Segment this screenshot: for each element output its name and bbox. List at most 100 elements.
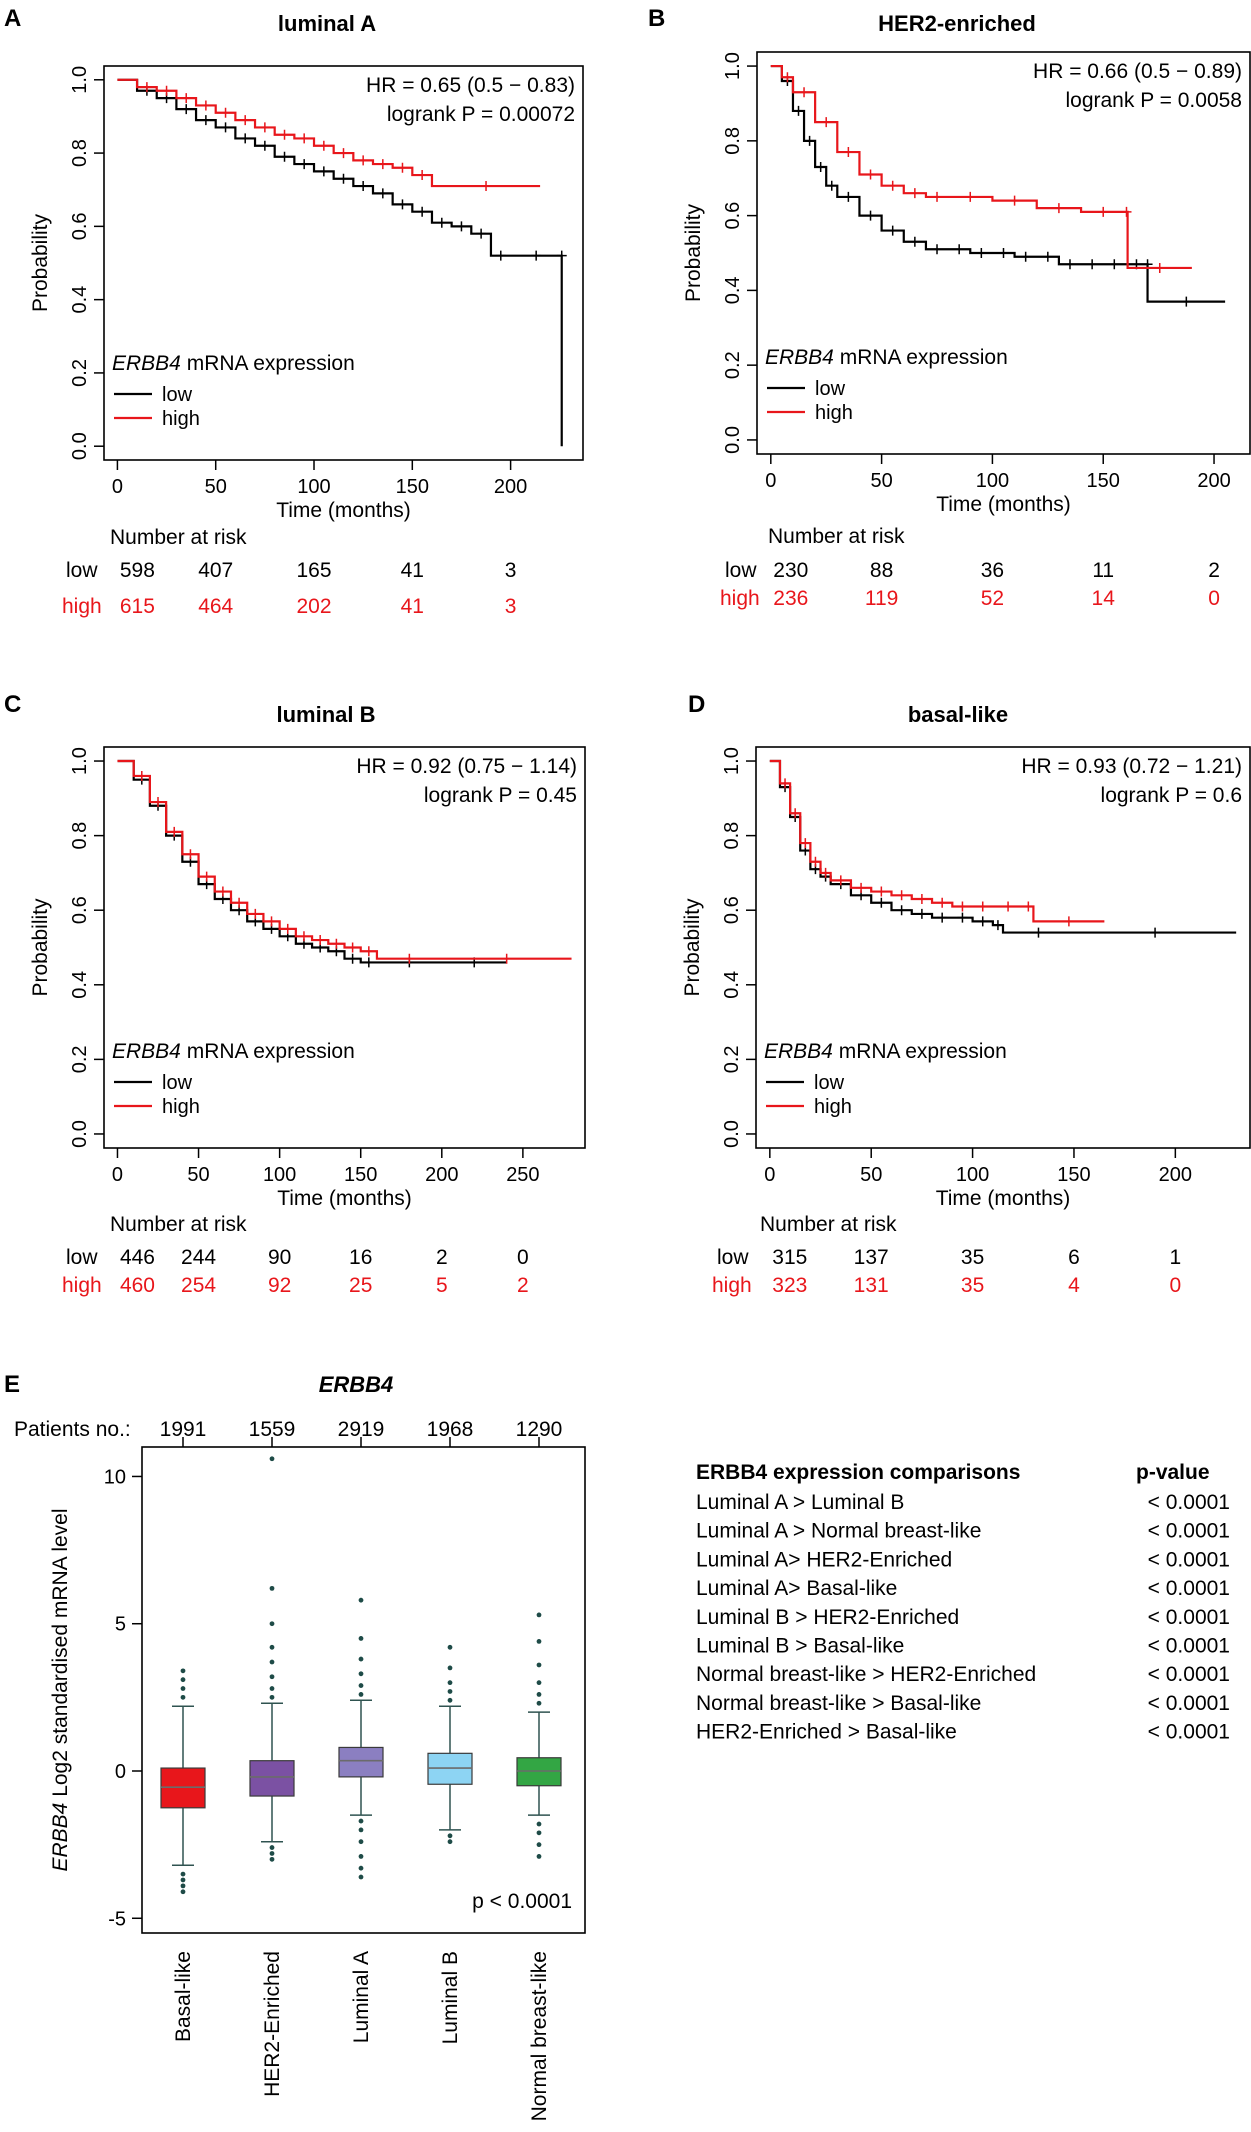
outlier-point (358, 1818, 364, 1824)
panel-letter: B (648, 5, 665, 32)
y-tick-label: 0.2 (69, 359, 91, 387)
censor-mark (804, 135, 815, 146)
x-tick-label: 200 (1159, 1164, 1192, 1186)
censor-mark (998, 248, 1009, 258)
risk-low-value: 36 (981, 559, 1004, 582)
x-tick-label: 200 (1197, 470, 1230, 492)
risk-low-value: 3 (505, 559, 517, 582)
legend-high: high (162, 1096, 200, 1118)
plot-frame (756, 51, 1251, 455)
x-tick-label: 50 (860, 1164, 882, 1186)
outlier-point (447, 1665, 453, 1671)
censor-mark (954, 244, 965, 255)
comparison-row: Luminal A > Luminal B < 0.0001 (696, 1491, 1230, 1514)
censor-mark (896, 905, 907, 916)
outlier-point (358, 1671, 364, 1677)
y-label-gene: ERBB4 (49, 1803, 72, 1872)
plot-frame (141, 1446, 586, 1934)
risk-high-value: 119 (865, 587, 898, 610)
censor-mark (1020, 251, 1031, 262)
censor-mark (153, 797, 164, 808)
censor-mark (299, 159, 310, 170)
outlier-point (269, 1659, 275, 1665)
censor-mark (279, 151, 290, 162)
censor-mark (495, 250, 506, 261)
chart-title: luminal B (276, 702, 375, 727)
y-tick-label: 0.4 (69, 286, 91, 314)
censor-mark (1063, 916, 1074, 927)
x-tick-label: 100 (956, 1164, 989, 1186)
x-tick-label: 0 (764, 1164, 775, 1186)
legend-low: low (815, 378, 846, 400)
censor-mark (1181, 296, 1192, 307)
hr-annotation: HR = 0.92 (0.75 − 1.14) (356, 755, 577, 778)
legend-high: high (162, 408, 200, 430)
y-tick-label: 0.4 (721, 971, 743, 999)
censor-mark (377, 188, 388, 199)
legend-title-rest: mRNA expression (181, 1040, 355, 1063)
x-tick-label: 100 (263, 1164, 296, 1186)
y-axis-label: Probability (682, 203, 705, 302)
outlier-point (447, 1839, 453, 1845)
outlier-point (536, 1662, 542, 1668)
risk-high-value: 0 (1208, 587, 1220, 610)
outlier-point (269, 1845, 275, 1850)
risk-table-title: Number at risk (110, 526, 247, 549)
legend-gene: ERBB4 (112, 352, 181, 375)
y-tick-label: 1.0 (69, 747, 91, 775)
censor-mark (200, 115, 211, 126)
comparison-p-value: < 0.0001 (1148, 1663, 1230, 1686)
risk-high-value: 14 (1092, 587, 1116, 610)
risk-low-value: 0 (517, 1246, 529, 1269)
outlier-point (447, 1644, 453, 1650)
risk-row-low-label: low (66, 1246, 98, 1269)
risk-low-value: 41 (401, 559, 424, 582)
risk-row-low-label: low (66, 559, 98, 582)
x-tick-label: 200 (494, 476, 527, 498)
censor-mark (821, 117, 832, 128)
y-tick-label: 0.0 (69, 432, 91, 460)
y-axis-label: Probability (681, 898, 704, 997)
outlier-point (269, 1644, 275, 1650)
y-tick-label: 0.0 (69, 1120, 91, 1148)
x-tick-label: 50 (187, 1164, 209, 1186)
risk-high-value: 2 (517, 1274, 529, 1297)
censor-mark (217, 886, 228, 897)
comparison-row: Luminal A> HER2-Enriched < 0.0001 (696, 1548, 1230, 1571)
outlier-point (536, 1612, 542, 1618)
outlier-point (358, 1854, 364, 1859)
y-tick-label: 0.0 (722, 426, 744, 454)
logrank-annotation: logrank P = 0.0058 (1065, 89, 1242, 112)
censor-mark (1121, 206, 1132, 217)
y-tick-label: 0 (115, 1761, 126, 1783)
censor-mark (240, 133, 251, 144)
censor-mark (977, 916, 988, 927)
outlier-point (269, 1686, 275, 1691)
censor-mark (1042, 251, 1053, 262)
risk-row-high-label: high (712, 1274, 752, 1297)
x-tick-label: 150 (1057, 1164, 1090, 1186)
category-label: Basal-like (172, 1951, 195, 2042)
censor-mark (793, 105, 804, 116)
y-tick-label: 5 (115, 1614, 126, 1636)
category-label: HER2-Enriched (261, 1951, 284, 2097)
km-curve-low (770, 64, 1226, 303)
overall-p-value: p < 0.0001 (472, 1890, 572, 1913)
legend-high: high (815, 402, 853, 424)
outlier-point (358, 1683, 364, 1688)
risk-high-value: 323 (772, 1274, 807, 1297)
risk-high-value: 92 (268, 1274, 291, 1297)
y-tick-label: 0.8 (722, 127, 744, 155)
censor-mark (181, 104, 192, 115)
censor-mark (531, 250, 542, 261)
comparison-text: Luminal A> Basal-like (696, 1577, 897, 1600)
censor-mark (331, 938, 342, 949)
censor-mark (456, 221, 467, 232)
comparison-text: Luminal B > HER2-Enriched (696, 1606, 959, 1629)
legend-title-rest: mRNA expression (181, 352, 355, 375)
outlier-point (358, 1865, 364, 1871)
risk-high-value: 254 (181, 1274, 216, 1297)
censor-mark (916, 894, 927, 905)
